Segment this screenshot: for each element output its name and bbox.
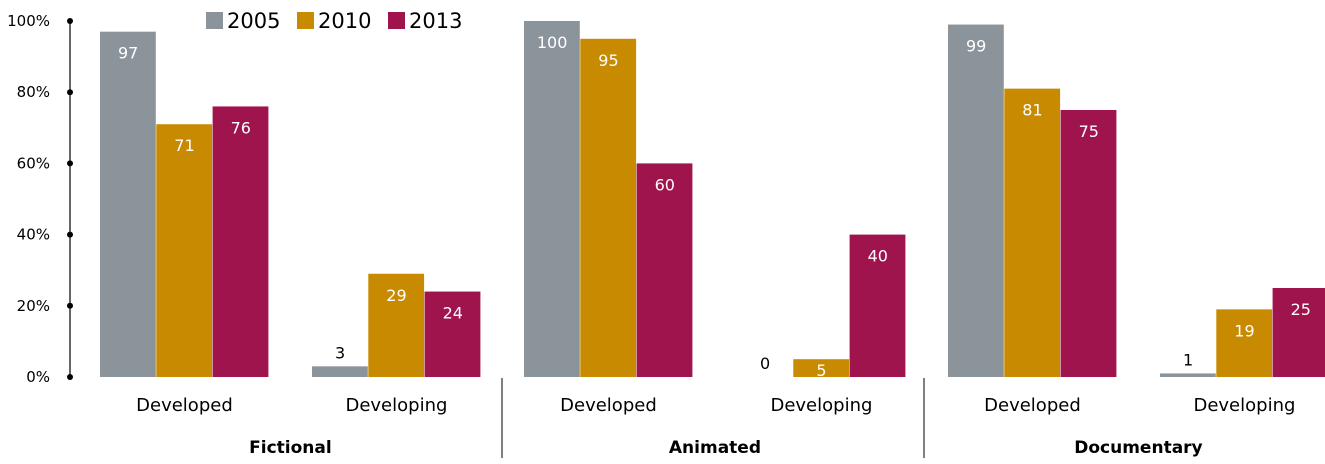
data-label: 76	[231, 118, 251, 137]
bar-2005-4	[948, 24, 1004, 378]
y-tick-label: 60%	[17, 154, 50, 172]
data-label: 24	[443, 304, 463, 323]
bar-2010-2	[580, 38, 637, 378]
y-axis-tick	[67, 18, 73, 24]
legend-label: 2010	[318, 9, 371, 33]
data-label: 75	[1079, 122, 1099, 141]
bar-2013-5	[1272, 288, 1325, 377]
bar-2013-3	[849, 234, 906, 377]
data-label: 71	[174, 136, 194, 155]
bar-2005-2	[524, 21, 580, 377]
group-label: Documentary	[1074, 438, 1202, 458]
data-label: 95	[598, 51, 618, 70]
bar-2013-2	[636, 163, 693, 377]
data-label: 25	[1291, 300, 1311, 319]
bar-2005-0	[100, 31, 156, 378]
bar-2005-5	[1160, 373, 1216, 377]
y-axis-tick	[67, 89, 73, 96]
y-tick-label: 40%	[17, 226, 50, 244]
legend-swatch-2013	[388, 12, 405, 29]
bar-2010-4	[1004, 88, 1061, 377]
y-tick-label: 80%	[17, 83, 50, 101]
legend-swatch-2005	[206, 12, 223, 29]
bar-2010-5	[1216, 309, 1273, 377]
bar-2005-1	[312, 366, 368, 377]
data-label: 19	[1234, 321, 1254, 340]
y-axis-tick	[67, 231, 73, 238]
category-label: Developing	[770, 395, 872, 416]
data-label: 60	[655, 175, 675, 194]
data-label: 5	[816, 361, 826, 380]
bar-2013-4	[1060, 110, 1117, 377]
data-label: 99	[966, 37, 986, 56]
data-label: 1	[1183, 350, 1193, 369]
data-label: 100	[537, 33, 568, 52]
y-tick-label: 0%	[26, 368, 50, 386]
category-label: Developed	[136, 395, 233, 416]
data-label: 81	[1022, 101, 1042, 120]
y-axis-tick	[67, 302, 73, 309]
group-label: Animated	[669, 438, 761, 458]
bar-2013-0	[212, 106, 269, 377]
legend-label: 2013	[409, 9, 462, 33]
y-axis-tick	[67, 374, 73, 380]
data-label: 40	[868, 247, 888, 266]
data-label: 3	[335, 343, 345, 362]
data-label: 0	[760, 354, 770, 373]
y-tick-label: 20%	[17, 297, 50, 315]
legend-label: 2005	[227, 9, 280, 33]
bar-2010-0	[156, 124, 213, 378]
bar-2010-1	[368, 273, 425, 377]
category-label: Developing	[345, 395, 447, 416]
category-label: Developed	[984, 395, 1081, 416]
category-label: Developed	[560, 395, 657, 416]
group-label: Fictional	[249, 438, 332, 458]
bar-2013-1	[424, 291, 481, 377]
category-label: Developing	[1193, 395, 1295, 416]
y-axis-tick	[67, 160, 73, 167]
legend-swatch-2010	[297, 12, 314, 29]
bar-2010-3	[793, 359, 850, 377]
data-label: 97	[118, 44, 138, 63]
data-label: 29	[386, 286, 406, 305]
y-tick-label: 100%	[7, 12, 50, 30]
